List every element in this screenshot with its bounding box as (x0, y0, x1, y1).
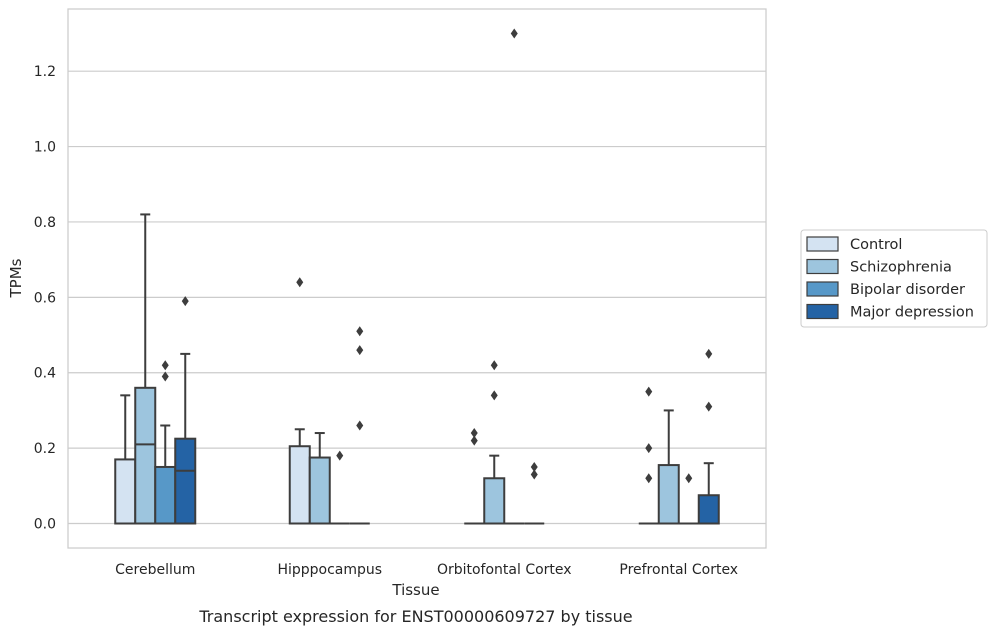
box-body (657, 464, 680, 525)
y-axis-label: TPMs (7, 258, 25, 298)
box (174, 296, 197, 525)
box-body (288, 445, 311, 525)
legend-swatch (806, 281, 839, 297)
box (349, 326, 370, 525)
box (678, 473, 699, 525)
outlier-point (490, 360, 498, 371)
x-axis-label: Tissue (391, 581, 439, 599)
outlier-point (356, 326, 364, 337)
y-tick-label: 0.6 (34, 290, 56, 306)
box (134, 213, 157, 525)
outlier-point (685, 473, 693, 484)
legend-swatch (806, 258, 839, 275)
box-groups (114, 28, 720, 525)
outlier-point (705, 348, 713, 359)
outlier-point (530, 469, 538, 480)
legend-item: Major depression (806, 303, 974, 321)
legend-items: Control Schizophrenia Bipolar disorder Majo… (806, 236, 974, 321)
x-tick-label: Hipppocampus (277, 562, 382, 578)
y-tick-label: 1.2 (34, 64, 56, 80)
box-body (174, 437, 197, 525)
box (638, 386, 659, 525)
box-group (288, 277, 370, 525)
legend-swatch (806, 236, 839, 252)
legend-label: Major depression (850, 305, 974, 321)
x-axis-ticks: Cerebellum Hipppocampus Orbitofontal Corte… (115, 562, 738, 578)
x-tick-label: Cerebellum (115, 562, 195, 578)
outlier-point (181, 296, 189, 307)
box (483, 360, 506, 525)
outlier-point (296, 277, 304, 288)
outlier-point (470, 435, 478, 446)
box (657, 409, 680, 525)
y-axis-ticks: 0.0 0.2 0.4 0.6 0.8 1.0 1.2 (34, 64, 56, 532)
legend-swatch (806, 303, 839, 320)
y-tick-label: 1.0 (34, 140, 56, 156)
legend-label: Bipolar disorder (850, 282, 965, 298)
box-body (114, 458, 137, 525)
box (114, 394, 137, 525)
legend-label: Control (850, 237, 902, 253)
outlier-point (161, 371, 169, 382)
box (524, 461, 545, 525)
y-tick-label: 0.4 (34, 366, 56, 382)
plot-area-frame (67, 8, 767, 549)
outlier-point (356, 345, 364, 356)
legend-item: Control (806, 236, 902, 253)
outlier-point (356, 420, 364, 431)
y-tick-label: 0.2 (34, 441, 56, 457)
x-tick-label: Orbitofontal Cortex (437, 562, 572, 578)
box-body (697, 494, 720, 525)
box-body (308, 456, 331, 525)
outlier-point (510, 28, 518, 39)
outlier-point (705, 401, 713, 412)
outlier-point (336, 450, 344, 461)
legend-frame (800, 229, 988, 328)
y-tick-label: 0.8 (34, 215, 56, 231)
box (504, 28, 525, 525)
box (329, 450, 350, 525)
outlier-point (645, 473, 653, 484)
y-tick-label: 0.0 (34, 517, 56, 533)
box-body (483, 477, 506, 525)
box (308, 432, 331, 525)
box-group (638, 348, 720, 525)
outlier-point (161, 360, 169, 371)
legend-item: Schizophrenia (806, 258, 952, 276)
box-group (114, 213, 197, 525)
legend-label: Schizophrenia (850, 260, 952, 276)
outlier-point (490, 390, 498, 401)
box-body (154, 465, 177, 525)
box-body (134, 386, 157, 525)
outlier-point (470, 428, 478, 439)
legend-item: Bipolar disorder (806, 281, 965, 298)
outlier-point (645, 443, 653, 454)
legend: Control Schizophrenia Bipolar disorder Majo… (800, 229, 988, 328)
box (697, 348, 720, 525)
box (464, 428, 485, 525)
box-group (464, 28, 545, 525)
chart-caption: Transcript expression for ENST0000060972… (198, 607, 632, 626)
outlier-point (530, 461, 538, 472)
x-tick-label: Prefrontal Cortex (619, 562, 738, 578)
outlier-point (645, 386, 653, 397)
